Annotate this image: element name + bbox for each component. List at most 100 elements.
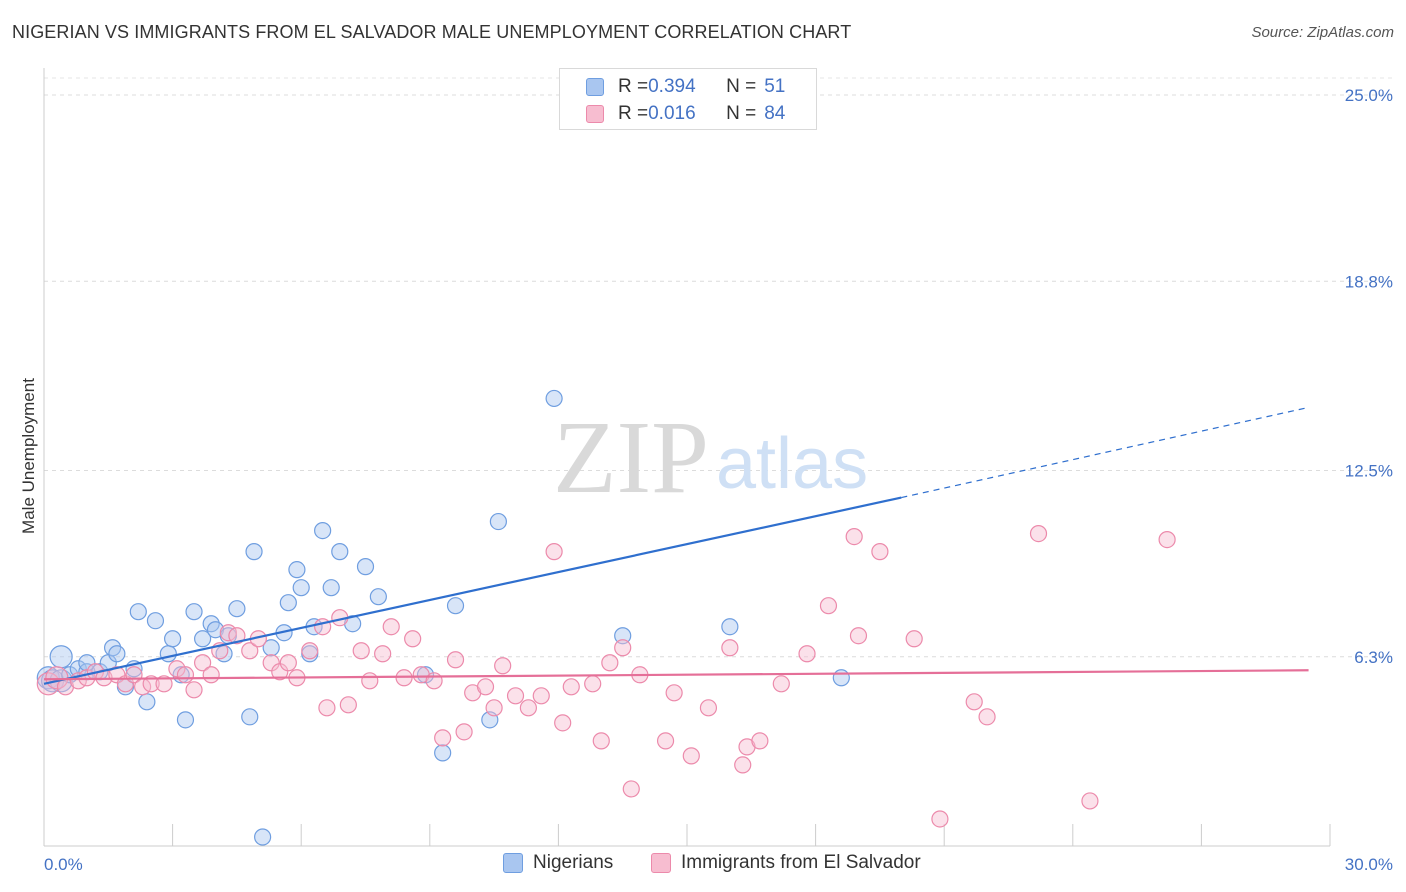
el-salvador-point bbox=[382, 618, 400, 636]
legend-r-value: 0.394 bbox=[648, 76, 696, 97]
el-salvador-point bbox=[798, 645, 816, 663]
nigerians-point bbox=[369, 588, 387, 606]
el-salvador-point bbox=[871, 543, 889, 561]
nigerians-point bbox=[262, 639, 280, 657]
legend-r-value: 0.016 bbox=[648, 103, 696, 124]
legend-n-value: 51 bbox=[764, 76, 786, 97]
el-salvador-point bbox=[271, 663, 289, 681]
el-salvador-point bbox=[931, 810, 949, 828]
nigerians-point bbox=[322, 579, 340, 597]
el-salvador-point bbox=[665, 684, 683, 702]
el-salvador-point bbox=[339, 696, 357, 714]
nigerians-point bbox=[185, 603, 203, 621]
nigerians-point bbox=[146, 612, 165, 630]
nigerians-point bbox=[241, 708, 259, 726]
el-salvador-point bbox=[721, 639, 739, 657]
legend-swatch-nigerians bbox=[586, 78, 604, 96]
nigerians-point bbox=[49, 645, 73, 669]
x-tick-label-min: 0.0% bbox=[44, 855, 83, 874]
legend-n-label: N = bbox=[726, 76, 757, 97]
series-legend-label: Immigrants from El Salvador bbox=[681, 852, 921, 873]
nigerians-point bbox=[446, 597, 465, 615]
trend-lines bbox=[43, 406, 1309, 685]
nigerians-point bbox=[434, 744, 452, 762]
tick-labels: 6.3% 12.5% 18.8% 25.0% 0.0% 30.0% bbox=[44, 86, 1393, 874]
el-salvador-point bbox=[819, 597, 838, 615]
watermark: ZIP atlas bbox=[553, 400, 868, 515]
chart-source: Source: ZipAtlas.com bbox=[1251, 24, 1394, 41]
el-salvador-point bbox=[374, 645, 392, 663]
el-salvador-point bbox=[228, 627, 246, 645]
el-salvador-point bbox=[318, 699, 336, 717]
el-salvador-point bbox=[352, 642, 370, 660]
axes bbox=[43, 68, 1331, 847]
series-legend-item-nigerians[interactable]: Nigerians bbox=[503, 852, 613, 874]
series-legend: Nigerians Immigrants from El Salvador bbox=[0, 852, 1406, 876]
y-tick-label: 25.0% bbox=[1345, 86, 1393, 105]
el-salvador-point bbox=[849, 627, 868, 645]
el-salvador-point bbox=[176, 666, 195, 684]
el-salvador-point bbox=[584, 675, 602, 693]
el-salvador-point bbox=[485, 699, 503, 717]
el-salvador-point bbox=[1029, 524, 1048, 543]
el-salvador-point bbox=[1081, 792, 1099, 810]
el-salvador-point bbox=[446, 651, 465, 669]
el-salvador-point bbox=[554, 714, 572, 732]
el-salvador-point bbox=[532, 687, 550, 705]
nigerians-point bbox=[545, 389, 563, 408]
nigerians-point bbox=[614, 627, 632, 645]
el-salvador-point bbox=[168, 660, 186, 678]
nigerians-point bbox=[245, 543, 263, 561]
el-salvador-point bbox=[682, 747, 700, 765]
nigerians-point bbox=[292, 579, 310, 597]
series-legend-item-el-salvador[interactable]: Immigrants from El Salvador bbox=[651, 852, 921, 874]
legend-r-label: R = bbox=[618, 76, 649, 97]
el-salvador-point bbox=[562, 678, 580, 696]
legend-row-nigerians: R = 0.394 N = 51 bbox=[586, 75, 785, 99]
el-salvador-point bbox=[155, 675, 173, 693]
el-salvador-point bbox=[965, 693, 983, 711]
nigerians-point bbox=[331, 543, 349, 561]
el-salvador-point bbox=[519, 699, 537, 717]
nigerians-point bbox=[279, 594, 297, 612]
nigerians-point bbox=[129, 603, 147, 621]
nigerians-point bbox=[159, 645, 177, 663]
chart-title: NIGERIAN VS IMMIGRANTS FROM EL SALVADOR … bbox=[12, 22, 852, 42]
nigerians-point bbox=[164, 630, 182, 648]
el-salvador-point bbox=[1158, 531, 1176, 549]
nigerians-point bbox=[356, 558, 375, 576]
series-swatch-nigerians bbox=[503, 853, 523, 873]
el-salvador-point bbox=[142, 675, 160, 693]
el-salvador-point bbox=[622, 780, 640, 798]
legend-r-label: R = bbox=[618, 103, 649, 124]
y-tick-label: 12.5% bbox=[1345, 462, 1393, 481]
nigerians-point bbox=[416, 666, 435, 684]
el-salvador-point bbox=[905, 630, 923, 648]
el-salvador-point bbox=[751, 732, 769, 750]
nigerians-point bbox=[489, 512, 507, 531]
x-tick-label-max: 30.0% bbox=[1345, 855, 1393, 874]
series-swatch-el-salvador bbox=[651, 853, 671, 873]
nigerians-point bbox=[228, 600, 246, 618]
el-salvador-point bbox=[978, 708, 996, 726]
gridlines bbox=[44, 77, 1394, 658]
y-axis-title: Male Unemployment bbox=[19, 378, 38, 534]
nigerians-point bbox=[254, 828, 272, 846]
el-salvador-point bbox=[262, 654, 280, 672]
nigerians-trend-line-extension bbox=[901, 406, 1309, 499]
el-salvador-point bbox=[425, 672, 443, 690]
el-salvador-point bbox=[404, 630, 422, 648]
el-salvador-point bbox=[455, 723, 473, 741]
watermark-zip: ZIP bbox=[553, 400, 709, 515]
el-salvador-point bbox=[545, 543, 563, 561]
el-salvador-point bbox=[494, 657, 512, 675]
nigerians-point bbox=[314, 521, 332, 540]
el-salvador-point bbox=[434, 729, 452, 747]
el-salvador-point bbox=[241, 642, 259, 660]
el-salvador-point bbox=[506, 687, 525, 705]
el-salvador-trend-line bbox=[43, 669, 1309, 681]
nigerians-point bbox=[194, 630, 212, 648]
legend-swatch-el-salvador bbox=[586, 105, 604, 123]
y-tick-label: 18.8% bbox=[1345, 272, 1393, 291]
